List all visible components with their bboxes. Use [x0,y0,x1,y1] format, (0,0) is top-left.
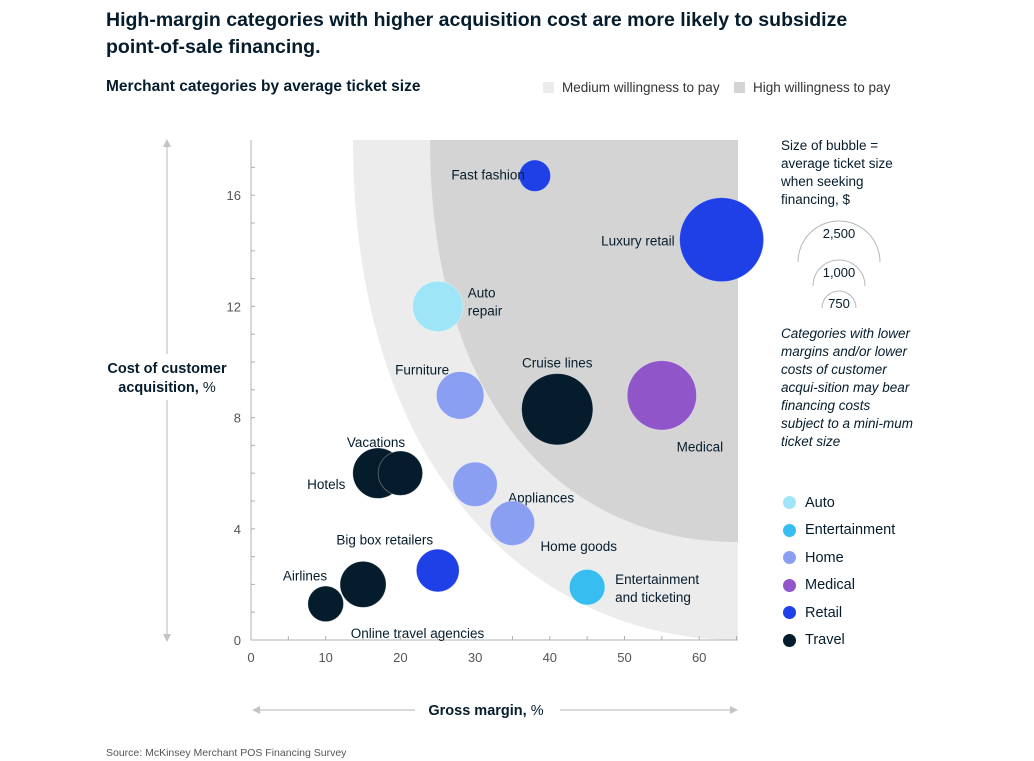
label-online-travel-agencies: Online travel agencies [351,626,485,641]
y-tick-label: 16 [227,188,241,203]
bubble-hotels [377,450,424,496]
entertainment-dot-icon [783,523,796,537]
label-big-box-retailers: Big box retailers [336,533,433,548]
category-label-entertainment: Entertainment [805,522,896,539]
label-appliances: Appliances [508,490,574,505]
legend-medium-willingness: Medium willingness to pay [543,80,720,95]
y-tick-label: 12 [227,299,241,314]
legend-label-high: High willingness to pay [753,80,891,95]
x-tick-label: 20 [393,650,407,665]
label-airlines: Airlines [283,568,328,583]
category-label-medical: Medical [805,577,855,594]
bubble-auto-repair [412,280,464,332]
label-auto-repair: Auto repair [468,285,503,318]
auto-dot-icon [783,496,796,510]
label-hotels: Hotels [307,477,346,492]
x-tick-label: 0 [247,650,254,665]
label-luxury-retail: Luxury retail [601,234,675,249]
category-label-retail: Retail [805,604,843,621]
category-label-auto: Auto [805,494,835,511]
home-dot-icon [783,551,796,565]
high-willingness-zone [430,140,738,542]
note-text: Categories with lower margins and/or low… [781,326,914,449]
label-fast-fashion: Fast fashion [451,168,525,183]
category-legend-item-entertainment: Entertainment [783,517,895,545]
size-legend-arc [797,220,881,263]
travel-dot-icon [783,633,796,647]
bubble-medical [626,360,697,431]
legend-swatch-medium [543,82,554,93]
source-note: Source: McKinsey Merchant POS Financing … [106,747,347,759]
category-label-travel: Travel [805,632,845,649]
label-entertainment-and-ticketing: Entertainment and ticketing [615,572,699,605]
size-legend-title: Size of bubble = average ticket size whe… [781,138,893,207]
bubble-cruise-lines [521,373,594,446]
category-legend-item-home: Home [783,544,895,572]
x-arrow-left-icon [252,706,260,714]
label-vacations: Vacations [347,435,406,450]
chart-title: High-margin categories with higher acqui… [106,9,848,58]
category-legend-item-retail: Retail [783,599,895,627]
x-axis-label: Gross margin, % [428,703,543,719]
x-tick-label: 50 [617,650,631,665]
bubble-furniture [436,371,485,420]
x-arrow-right-icon [730,706,738,714]
y-tick-label: 8 [234,411,241,426]
x-tick-label: 60 [692,650,706,665]
size-legend-label: 1,000 [823,265,856,280]
legend-high-willingness: High willingness to pay [734,80,890,95]
bubble-big-box-retailers [415,548,460,593]
x-tick-label: 40 [543,650,557,665]
bubble-luxury-retail [679,197,765,283]
size-legend-arc [821,290,857,309]
size-legend-label: 2,500 [823,226,856,241]
label-medical: Medical [677,439,724,454]
category-legend-item-medical: Medical [783,572,895,600]
y-tick-label: 4 [234,522,241,537]
bubble-appliances [452,461,498,507]
x-tick-label: 10 [318,650,332,665]
category-legend-item-auto: Auto [783,489,895,517]
y-axis-label: Cost of customer [107,361,227,377]
y-axis-label-line2: acquisition, % [118,380,216,396]
medical-dot-icon [783,578,796,592]
label-home-goods: Home goods [540,539,617,554]
category-label-home: Home [805,549,844,566]
y-arrow-up-icon [163,139,171,147]
retail-dot-icon [783,606,796,620]
legend-label-medium: Medium willingness to pay [562,80,720,95]
bubble-entertainment-and-ticketing [568,568,606,606]
label-furniture: Furniture [395,362,449,377]
bubble-fast-fashion [518,159,551,192]
size-legend-label: 750 [828,296,850,311]
label-cruise-lines: Cruise lines [522,355,593,370]
y-tick-label: 0 [234,633,241,648]
bubble-online-travel-agencies [307,585,344,623]
size-legend-arc [812,259,866,287]
x-tick-label: 30 [468,650,482,665]
chart-subtitle: Merchant categories by average ticket si… [106,78,421,95]
category-legend: Auto Entertainment Home Medical Retail T… [783,489,895,654]
bubble-airlines [339,560,387,608]
y-arrow-down-icon [163,634,171,642]
bubble-home-goods [489,500,536,546]
category-legend-item-travel: Travel [783,627,895,655]
legend-swatch-high [734,82,745,93]
